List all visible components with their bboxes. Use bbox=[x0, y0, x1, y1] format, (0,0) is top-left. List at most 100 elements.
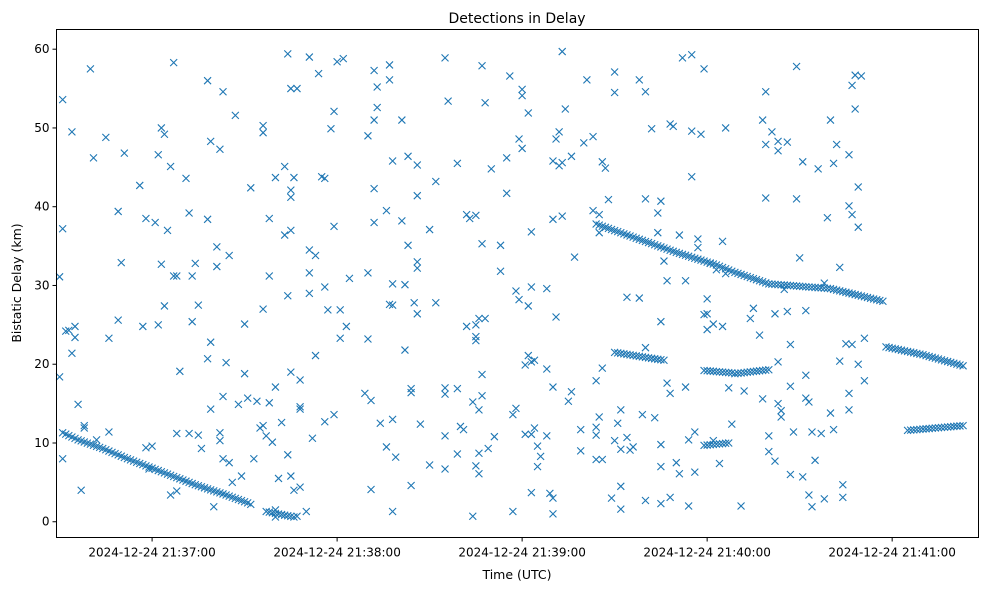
data-point-marker bbox=[857, 292, 866, 300]
data-point-marker bbox=[829, 285, 838, 294]
data-point-marker bbox=[194, 431, 203, 440]
data-point-marker bbox=[681, 276, 690, 285]
data-point-marker bbox=[234, 400, 243, 409]
data-point-marker bbox=[845, 202, 853, 210]
data-point-marker bbox=[629, 351, 638, 360]
data-point-marker bbox=[527, 283, 536, 291]
data-point-marker bbox=[909, 425, 918, 434]
data-point-marker bbox=[727, 420, 736, 428]
data-point-marker bbox=[616, 505, 625, 514]
data-point-marker bbox=[468, 512, 477, 521]
data-point-marker bbox=[290, 513, 298, 521]
data-point-marker bbox=[314, 69, 323, 78]
data-point-marker bbox=[308, 434, 317, 443]
data-point-marker bbox=[280, 162, 289, 171]
data-point-marker bbox=[231, 111, 240, 120]
data-point-marker bbox=[817, 284, 826, 292]
data-point-marker bbox=[311, 351, 320, 360]
data-point-marker bbox=[869, 295, 878, 303]
data-point-marker bbox=[687, 172, 696, 181]
data-point-marker bbox=[413, 257, 422, 266]
data-point-marker bbox=[798, 282, 807, 291]
data-point-marker bbox=[305, 268, 314, 277]
data-point-marker bbox=[518, 91, 527, 100]
data-point-marker bbox=[542, 284, 551, 293]
data-point-marker bbox=[737, 369, 745, 377]
data-point-marker bbox=[959, 361, 967, 370]
data-point-marker bbox=[823, 284, 832, 293]
data-point-marker bbox=[906, 348, 915, 357]
data-point-marker bbox=[811, 283, 819, 292]
data-point-marker bbox=[388, 507, 397, 516]
data-point-marker bbox=[885, 343, 893, 352]
data-point-marker bbox=[798, 157, 807, 166]
data-point-marker bbox=[413, 309, 422, 318]
x-axis-label: Time (UTC) bbox=[481, 567, 551, 582]
data-point-marker bbox=[653, 209, 662, 217]
data-point-marker bbox=[508, 410, 517, 419]
data-point-marker bbox=[441, 390, 449, 399]
data-point-marker bbox=[848, 210, 856, 219]
data-point-marker bbox=[805, 398, 813, 406]
data-point-marker bbox=[206, 405, 215, 414]
data-point-marker bbox=[768, 127, 776, 136]
data-point-marker bbox=[768, 280, 776, 289]
data-point-marker bbox=[706, 440, 715, 449]
data-point-marker bbox=[382, 443, 391, 451]
data-point-marker bbox=[490, 432, 499, 441]
data-point-marker bbox=[290, 486, 298, 495]
data-point-marker bbox=[777, 406, 786, 415]
data-point-marker bbox=[900, 346, 909, 355]
data-point-marker bbox=[789, 281, 798, 290]
data-point-marker bbox=[848, 289, 856, 298]
data-point-marker bbox=[401, 280, 409, 289]
x-tick-label: 2024-12-24 21:39:00 bbox=[458, 546, 585, 560]
data-point-marker bbox=[271, 506, 280, 514]
data-point-marker bbox=[364, 131, 372, 140]
data-point-marker bbox=[666, 389, 675, 398]
data-point-marker bbox=[296, 376, 304, 384]
data-point-marker bbox=[388, 301, 397, 310]
data-point-marker bbox=[712, 265, 721, 274]
data-point-marker bbox=[734, 369, 742, 378]
data-point-marker bbox=[801, 371, 810, 380]
data-point-marker bbox=[271, 173, 280, 182]
data-point-marker bbox=[336, 305, 345, 314]
data-point-marker bbox=[228, 478, 237, 487]
data-point-marker bbox=[656, 317, 665, 326]
data-point-marker bbox=[801, 306, 810, 315]
data-point-marker bbox=[863, 293, 872, 302]
data-point-marker bbox=[471, 320, 480, 329]
data-point-marker bbox=[589, 206, 597, 215]
data-point-marker bbox=[293, 84, 301, 93]
data-point-marker bbox=[327, 124, 335, 133]
data-point-marker bbox=[172, 429, 181, 438]
data-point-marker bbox=[610, 68, 619, 76]
data-point-marker bbox=[656, 355, 665, 364]
data-point-marker bbox=[410, 298, 419, 307]
data-point-marker bbox=[579, 139, 588, 147]
data-point-marker bbox=[212, 262, 221, 271]
data-point-marker bbox=[188, 272, 197, 280]
data-point-marker bbox=[764, 447, 773, 456]
data-point-marker bbox=[533, 442, 542, 451]
data-point-marker bbox=[709, 440, 718, 449]
data-point-marker bbox=[687, 127, 696, 135]
data-point-marker bbox=[879, 297, 887, 306]
data-point-marker bbox=[777, 280, 786, 289]
data-point-marker bbox=[209, 502, 218, 511]
data-point-marker bbox=[216, 145, 224, 154]
data-point-marker bbox=[475, 449, 483, 458]
data-point-marker bbox=[120, 149, 129, 158]
data-point-marker bbox=[376, 419, 385, 428]
data-point-marker bbox=[903, 347, 912, 356]
data-point-marker bbox=[114, 207, 123, 216]
data-point-marker bbox=[172, 272, 181, 280]
data-point-marker bbox=[320, 174, 329, 183]
data-point-marker bbox=[641, 496, 650, 505]
data-point-marker bbox=[820, 279, 829, 287]
data-point-marker bbox=[875, 296, 884, 305]
x-tick-label: 2024-12-24 21:37:00 bbox=[88, 546, 215, 560]
data-point-marker bbox=[268, 438, 277, 447]
